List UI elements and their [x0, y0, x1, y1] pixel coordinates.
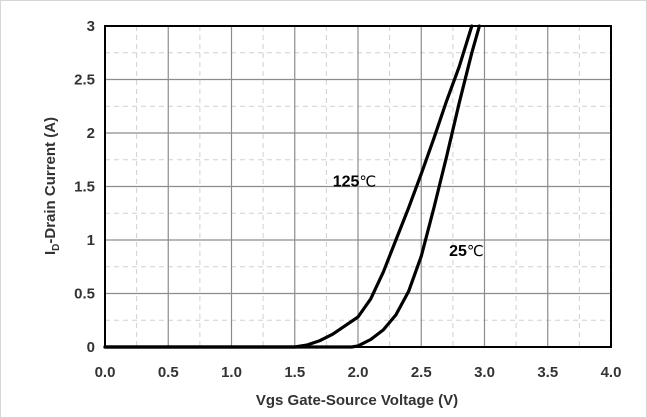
y-axis-label-subscript: D	[51, 244, 62, 251]
x-tick-label: 1.5	[284, 364, 305, 381]
x-tick-label: 1.0	[221, 364, 242, 381]
x-axis-label: Vgs Gate-Source Voltage (V)	[256, 392, 458, 409]
y-tick-label: 2	[87, 125, 95, 142]
y-tick-label: 3	[87, 18, 95, 35]
y-tick-label: 0.5	[74, 286, 95, 303]
y-tick-label: 0	[87, 339, 95, 356]
y-tick-label: 1	[87, 232, 95, 249]
x-tick-label: 3.0	[474, 364, 495, 381]
x-tick-label: 0.5	[158, 364, 179, 381]
x-tick-label: 2.5	[411, 364, 432, 381]
tick-labels: 0.0 0.5 1.0 1.5 2.0 2.5 3.0 3.5 4.0 0 0.5 1 1.5 2 2.5 3	[74, 18, 621, 381]
annotations: 125℃ 25℃	[333, 173, 484, 261]
y-tick-label: 2.5	[74, 72, 95, 89]
y-tick-label: 1.5	[74, 179, 95, 196]
x-tick-label: 3.5	[537, 364, 558, 381]
x-tick-label: 2.0	[348, 364, 369, 381]
x-tick-label: 4.0	[601, 364, 622, 381]
y-axis-label-suffix: -Drain Current (A)	[42, 117, 59, 244]
y-axis-label: ID-Drain Current (A)	[42, 117, 62, 255]
series-line-125	[103, 24, 474, 349]
curve-label: 125℃	[333, 173, 377, 191]
series-line-25	[103, 24, 481, 349]
curve-label: 25℃	[449, 242, 484, 260]
series-layer	[103, 24, 481, 349]
x-tick-label: 0.0	[95, 364, 116, 381]
y-axis-label-prefix: I	[42, 251, 59, 255]
